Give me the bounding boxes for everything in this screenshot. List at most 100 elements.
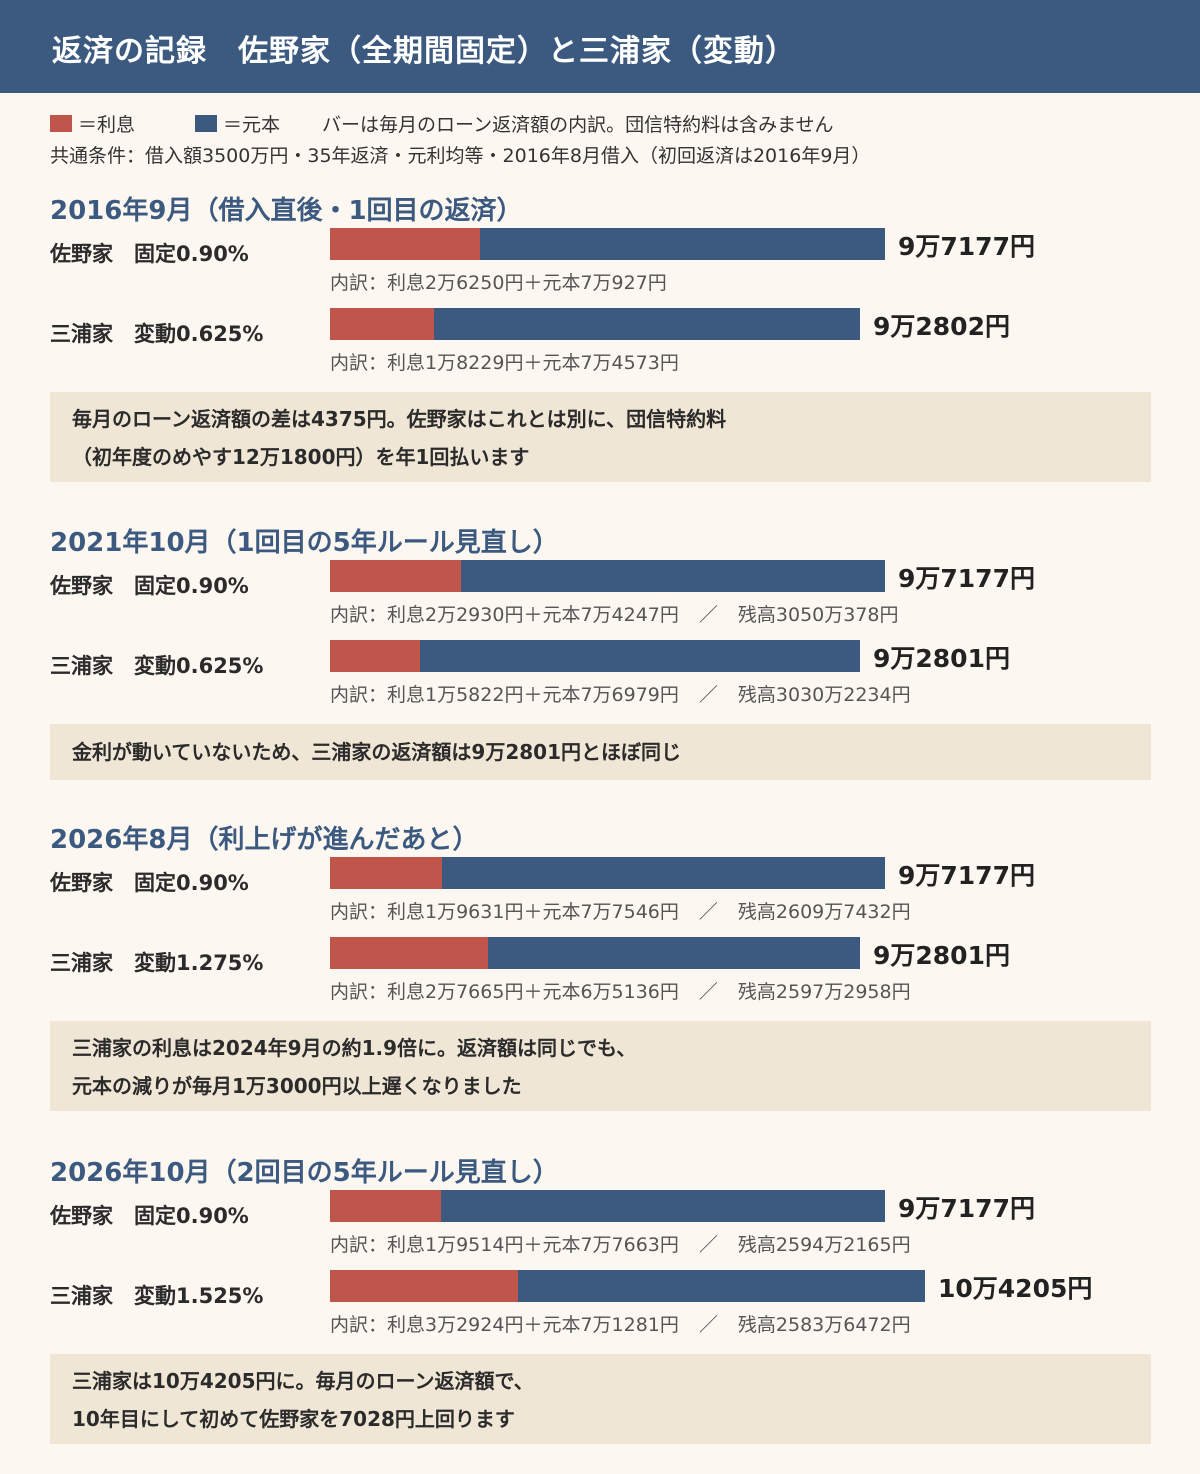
total-amount-label: 9万7177円 <box>898 564 1035 593</box>
interest-bar <box>330 857 442 889</box>
balance-value: 残高3030万2234円 <box>737 684 911 706</box>
stacked-bar <box>330 857 885 889</box>
separator: ／ <box>698 684 718 706</box>
bar-row: 三浦家 変動0.625% 9万2802円内訳：利息1万8229円＋元本7万4573… <box>0 308 1200 378</box>
total-amount-label: 9万7177円 <box>898 861 1035 890</box>
row-label: 三浦家 変動1.275% <box>50 951 264 975</box>
total-amount-label: 9万7177円 <box>898 1194 1035 1223</box>
bar-row: 三浦家 変動1.525% 10万4205円 内訳：利息3万2924円＋元本7万128… <box>0 1270 1200 1340</box>
bar-row: 三浦家 変動1.275% 9万2801円内訳：利息2万7665円＋元本6万5136… <box>0 937 1200 1007</box>
chart-section: 2026年10月（2回目の5年ルール見直し） 佐野家 固定0.90% 9万7177円… <box>0 1152 1200 1452</box>
principal-legend-label: ＝元本 <box>223 113 281 136</box>
breakdown-text: 内訳：利息1万9631円＋元本7万7546円 ／ 残高2609万7432円 <box>330 897 911 924</box>
breakdown-text: 内訳：利息1万9514円＋元本7万7663円 ／ 残高2594万2165円 <box>330 1230 911 1257</box>
separator: ／ <box>698 1234 718 1256</box>
balance-value: 残高3050万378円 <box>737 604 899 626</box>
interest-legend-label: ＝利息 <box>78 113 136 136</box>
principal-bar <box>442 857 885 889</box>
common-conditions: 共通条件：借入額3500万円・35年返済・元利均等・2016年8月借入（初回返済… <box>50 145 871 167</box>
bar-row: 佐野家 固定0.90% 9万7177円内訳：利息2万6250円＋元本7万927円 <box>0 228 1200 298</box>
balance-value: 残高2609万7432円 <box>737 901 911 923</box>
stacked-bar <box>330 1270 925 1302</box>
stacked-bar <box>330 937 860 969</box>
separator: ／ <box>698 981 718 1003</box>
section-title: 2021年10月（1回目の5年ルール見直し） <box>50 528 559 558</box>
row-label: 佐野家 固定0.90% <box>50 871 249 895</box>
total-amount-label: 10万4205円 <box>938 1274 1093 1303</box>
breakdown-value: 内訳：利息2万2930円＋元本7万4247円 <box>330 604 679 626</box>
row-label: 佐野家 固定0.90% <box>50 242 249 266</box>
bar-row: 佐野家 固定0.90% 9万7177円内訳：利息1万9514円＋元本7万7663円… <box>0 1190 1200 1260</box>
principal-bar <box>488 937 860 969</box>
total-amount-label: 9万7177円 <box>898 232 1035 261</box>
breakdown-text: 内訳：利息3万2924円＋元本7万1281円 ／ 残高2583万6472円 <box>330 1310 911 1337</box>
breakdown-value: 内訳：利息1万5822円＋元本7万6979円 <box>330 684 679 706</box>
interest-bar <box>330 228 480 260</box>
stacked-bar <box>330 1190 885 1222</box>
bar-row: 佐野家 固定0.90% 9万7177円内訳：利息1万9631円＋元本7万7546円… <box>0 857 1200 927</box>
interest-bar <box>330 308 434 340</box>
total-amount-label: 9万2801円 <box>873 941 1010 970</box>
legend: ＝利息 ＝元本 バーは毎月のローン返済額の内訳。団信特約料は含みません 共通条件… <box>50 110 870 168</box>
row-label: 佐野家 固定0.90% <box>50 1204 249 1228</box>
breakdown-value: 内訳：利息2万6250円＋元本7万927円 <box>330 272 667 294</box>
note-line: 三浦家は10万4205円に。毎月のローン返済額で、 <box>72 1369 534 1393</box>
note-line: 三浦家の利息は2024年9月の約1.9倍に。返済額は同じでも、 <box>72 1036 637 1060</box>
principal-bar <box>480 228 885 260</box>
interest-bar <box>330 937 488 969</box>
balance-value: 残高2594万2165円 <box>737 1234 911 1256</box>
page-title: 返済の記録 佐野家（全期間固定）と三浦家（変動） <box>0 0 1200 93</box>
balance-value: 残高2583万6472円 <box>737 1314 911 1336</box>
note-line: 元本の減りが毎月1万3000円以上遅くなりました <box>72 1074 522 1098</box>
breakdown-value: 内訳：利息3万2924円＋元本7万1281円 <box>330 1314 679 1336</box>
principal-bar <box>518 1270 925 1302</box>
principal-bar <box>461 560 885 592</box>
interest-bar <box>330 560 461 592</box>
bar-row: 三浦家 変動0.625% 9万2801円 内訳：利息1万5822円＋元本7万6979… <box>0 640 1200 710</box>
breakdown-value: 内訳：利息1万9514円＋元本7万7663円 <box>330 1234 679 1256</box>
interest-bar <box>330 1190 441 1222</box>
breakdown-text: 内訳：利息1万5822円＋元本7万6979円 ／ 残高3030万2234円 <box>330 680 911 707</box>
row-label: 三浦家 変動0.625% <box>50 322 264 346</box>
row-label: 佐野家 固定0.90% <box>50 574 249 598</box>
total-amount-label: 9万2801円 <box>873 644 1010 673</box>
balance-value: 残高2597万2958円 <box>737 981 911 1003</box>
breakdown-text: 内訳：利息2万7665円＋元本6万5136円 ／ 残高2597万2958円 <box>330 977 911 1004</box>
total-amount-label: 9万2802円 <box>873 312 1010 341</box>
stacked-bar <box>330 640 860 672</box>
section-note: 金利が動いていないため、三浦家の返済額は9万2801円とほぼ同じ <box>50 724 1151 780</box>
chart-section: 2021年10月（1回目の5年ルール見直し） 佐野家 固定0.90% 9万7177円… <box>0 522 1200 822</box>
principal-bar <box>434 308 860 340</box>
note-line: 10年目にして初めて佐野家を7028円上回ります <box>72 1407 515 1431</box>
principal-swatch <box>195 114 218 132</box>
row-label: 三浦家 変動1.525% <box>50 1284 264 1308</box>
separator: ／ <box>698 901 718 923</box>
chart-section: 2016年9月（借入直後・1回目の返済） 佐野家 固定0.90% 9万7177円内訳… <box>0 190 1200 490</box>
breakdown-text: 内訳：利息2万6250円＋元本7万927円 <box>330 268 667 295</box>
section-note: 毎月のローン返済額の差は4375円。佐野家はこれとは別に、団信特約料 （初年度のめ… <box>50 392 1151 482</box>
note-line: 毎月のローン返済額の差は4375円。佐野家はこれとは別に、団信特約料 <box>72 407 727 431</box>
section-title: 2026年10月（2回目の5年ルール見直し） <box>50 1158 559 1188</box>
separator: ／ <box>698 604 718 626</box>
section-title: 2016年9月（借入直後・1回目の返済） <box>50 196 523 226</box>
separator: ／ <box>698 1314 718 1336</box>
section-title: 2026年8月（利上げが進んだあと） <box>50 825 479 855</box>
section-note: 三浦家は10万4205円に。毎月のローン返済額で、 10年目にして初めて佐野家を7… <box>50 1354 1151 1444</box>
note-line: （初年度のめやす12万1800円）を年1回払います <box>72 445 530 469</box>
stacked-bar <box>330 228 885 260</box>
legend-description: バーは毎月のローン返済額の内訳。団信特約料は含みません <box>322 113 834 136</box>
stacked-bar <box>330 560 885 592</box>
section-note: 三浦家の利息は2024年9月の約1.9倍に。返済額は同じでも、 元本の減りが毎月1… <box>50 1021 1151 1111</box>
bar-row: 佐野家 固定0.90% 9万7177円内訳：利息2万2930円＋元本7万4247円… <box>0 560 1200 630</box>
breakdown-value: 内訳：利息1万9631円＋元本7万7546円 <box>330 901 679 923</box>
stacked-bar <box>330 308 860 340</box>
principal-bar <box>441 1190 885 1222</box>
note-line: 金利が動いていないため、三浦家の返済額は9万2801円とほぼ同じ <box>72 740 681 764</box>
breakdown-value: 内訳：利息1万8229円＋元本7万4573円 <box>330 352 679 374</box>
breakdown-text: 内訳：利息2万2930円＋元本7万4247円 ／ 残高3050万378円 <box>330 600 899 627</box>
chart-section: 2026年8月（利上げが進んだあと） 佐野家 固定0.90% 9万7177円内訳：利… <box>0 819 1200 1119</box>
principal-bar <box>420 640 860 672</box>
breakdown-value: 内訳：利息2万7665円＋元本6万5136円 <box>330 981 679 1003</box>
interest-swatch <box>50 114 72 132</box>
interest-bar <box>330 1270 518 1302</box>
